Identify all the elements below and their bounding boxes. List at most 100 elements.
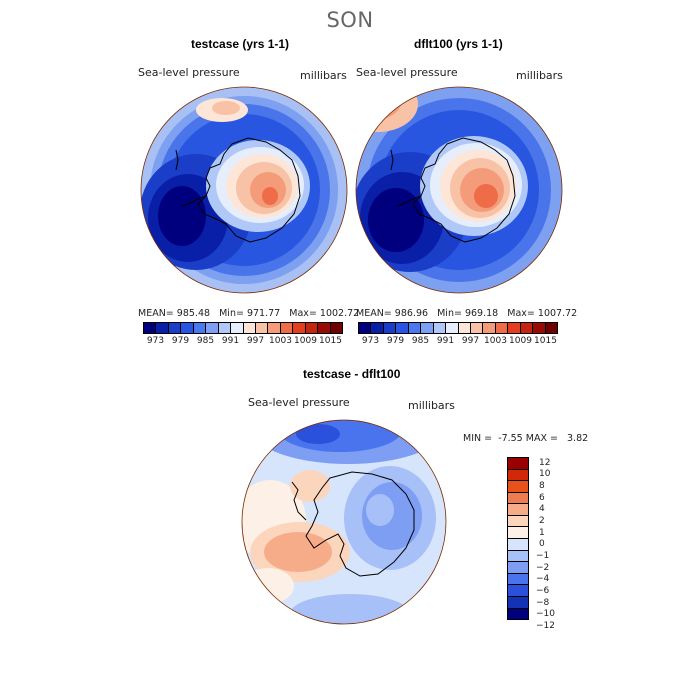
diff-colorbar-swatch — [508, 561, 528, 573]
colorbar-tick-label: 1003 — [269, 336, 292, 346]
colorbar-swatch — [192, 323, 206, 333]
diff-colorbar-swatch — [508, 538, 528, 550]
colorbar-swatch — [167, 323, 181, 333]
colorbar-tick-label: 997 — [246, 336, 265, 346]
diff-colorbar-tick-label: 0 — [539, 539, 545, 550]
colorbar-swatch — [432, 323, 446, 333]
colorbar-swatch — [267, 323, 280, 333]
diff-colorbar-swatch — [508, 549, 528, 562]
panel3-variable-label: Sea-level pressure — [248, 396, 350, 409]
diff-colorbar-tick-label: −2 — [536, 562, 550, 573]
panel1-variable-label: Sea-level pressure — [138, 66, 240, 79]
colorbar-tick-label: 1015 — [534, 336, 557, 346]
colorbar-tick-label: 1009 — [294, 336, 317, 346]
diff-colorbar-tick-label: −10 — [536, 609, 555, 620]
diff-colorbar-tick-label: −8 — [536, 597, 550, 608]
colorbar-swatch — [494, 323, 508, 333]
panel1-max-value: 1002.72 — [319, 308, 360, 319]
diff-colorbar-tick-label: 2 — [539, 516, 545, 527]
colorbar-swatch — [445, 323, 458, 333]
colorbar-swatch — [420, 323, 433, 333]
panel2-stats: MEAN= 986.96 Min= 969.18 Max= 1007.72 — [356, 308, 578, 319]
colorbar-tick-label: 985 — [411, 336, 430, 346]
colorbar-swatch — [482, 323, 495, 333]
colorbar-swatch — [532, 323, 545, 333]
panel1-title: testcase (yrs 1-1) — [191, 37, 290, 51]
panel2-variable-label: Sea-level pressure — [356, 66, 458, 79]
diff-colorbar-tick-label: −6 — [536, 585, 550, 596]
colorbar-tick-label: 973 — [361, 336, 380, 346]
diff-colorbar-tick-label: 12 — [539, 457, 551, 468]
colorbar-swatch — [279, 323, 293, 333]
colorbar-swatch — [205, 323, 218, 333]
panel1-colorbar-ticks: 973 979 985 991 997 1003 1009 1015 — [143, 336, 343, 348]
diff-colorbar-swatch — [508, 607, 528, 620]
colorbar-tick-label: 1015 — [319, 336, 342, 346]
colorbar-swatch — [230, 323, 243, 333]
colorbar-tick-label: 973 — [146, 336, 165, 346]
diff-colorbar-swatch — [508, 491, 528, 504]
panel3-colorbar-ticks: 12 10 8 6 4 2 1 0 −1 −2 −4 −6 −8 −10 −12 — [536, 457, 576, 631]
panel1-min-value: 971.77 — [246, 308, 281, 319]
colorbar-swatch — [304, 323, 318, 333]
colorbar-swatch — [457, 323, 470, 333]
diff-colorbar-tick-label: 8 — [539, 481, 545, 492]
panel1-colorbar — [143, 322, 343, 334]
panel3-colorbar — [507, 457, 529, 620]
panel3-stats: MIN = -7.55 MAX = 3.82 — [463, 433, 589, 444]
panel2-colorbar-ticks: 973 979 985 991 997 1003 1009 1015 — [358, 336, 558, 348]
panel2-title: dflt100 (yrs 1-1) — [414, 37, 503, 51]
diff-colorbar-tick-label: 1 — [539, 527, 545, 538]
colorbar-tick-label: 979 — [386, 336, 405, 346]
colorbar-swatch — [155, 323, 168, 333]
colorbar-tick-label: 1003 — [484, 336, 507, 346]
diff-colorbar-tick-label: −12 — [536, 620, 555, 631]
colorbar-swatch — [519, 323, 533, 333]
colorbar-swatch — [395, 323, 408, 333]
colorbar-tick-label: 997 — [461, 336, 480, 346]
diff-colorbar-tick-label: 4 — [539, 504, 545, 515]
panel3-units-label: millibars — [408, 399, 455, 412]
colorbar-swatch — [507, 323, 520, 333]
colorbar-swatch — [144, 323, 156, 333]
colorbar-swatch — [359, 323, 371, 333]
diff-colorbar-swatch — [508, 503, 528, 515]
panel2-max-value: 1007.72 — [537, 308, 578, 319]
panel2-units-label: millibars — [516, 69, 563, 82]
colorbar-tick-label: 991 — [221, 336, 240, 346]
colorbar-swatch — [254, 323, 268, 333]
figure-season-title: SON — [326, 8, 374, 32]
colorbar-tick-label: 1009 — [509, 336, 532, 346]
colorbar-tick-label: 991 — [436, 336, 455, 346]
panel2-min-value: 969.18 — [464, 308, 499, 319]
colorbar-swatch — [242, 323, 255, 333]
colorbar-swatch — [382, 323, 396, 333]
diff-colorbar-tick-label: −1 — [536, 550, 550, 561]
panel2-mean-value: 986.96 — [394, 308, 429, 319]
diff-colorbar-swatch — [508, 514, 528, 527]
diff-colorbar-tick-label: −4 — [536, 574, 550, 585]
colorbar-swatch — [292, 323, 305, 333]
panel3-max-value: 3.82 — [567, 433, 589, 444]
colorbar-tick-label: 985 — [196, 336, 215, 346]
diff-colorbar-tick-label: 6 — [539, 492, 545, 503]
panel2-colorbar — [358, 322, 558, 334]
panel1-stats: MEAN= 985.48 Min= 971.77 Max= 1002.72 — [138, 308, 360, 319]
colorbar-swatch — [180, 323, 193, 333]
diff-colorbar-swatch — [508, 584, 528, 596]
panel3-title: testcase - dflt100 — [303, 367, 401, 381]
diff-colorbar-swatch — [508, 480, 528, 492]
diff-colorbar-swatch — [508, 526, 528, 539]
panel1-mean-value: 985.48 — [176, 308, 211, 319]
panel3-min-value: -7.55 — [498, 433, 523, 444]
colorbar-swatch — [329, 323, 342, 333]
colorbar-swatch — [317, 323, 330, 333]
diff-colorbar-tick-label: 10 — [539, 469, 551, 480]
colorbar-swatch — [469, 323, 483, 333]
diff-colorbar-swatch — [508, 595, 528, 608]
diff-colorbar-swatch — [508, 458, 528, 469]
panel1-units-label: millibars — [300, 69, 347, 82]
